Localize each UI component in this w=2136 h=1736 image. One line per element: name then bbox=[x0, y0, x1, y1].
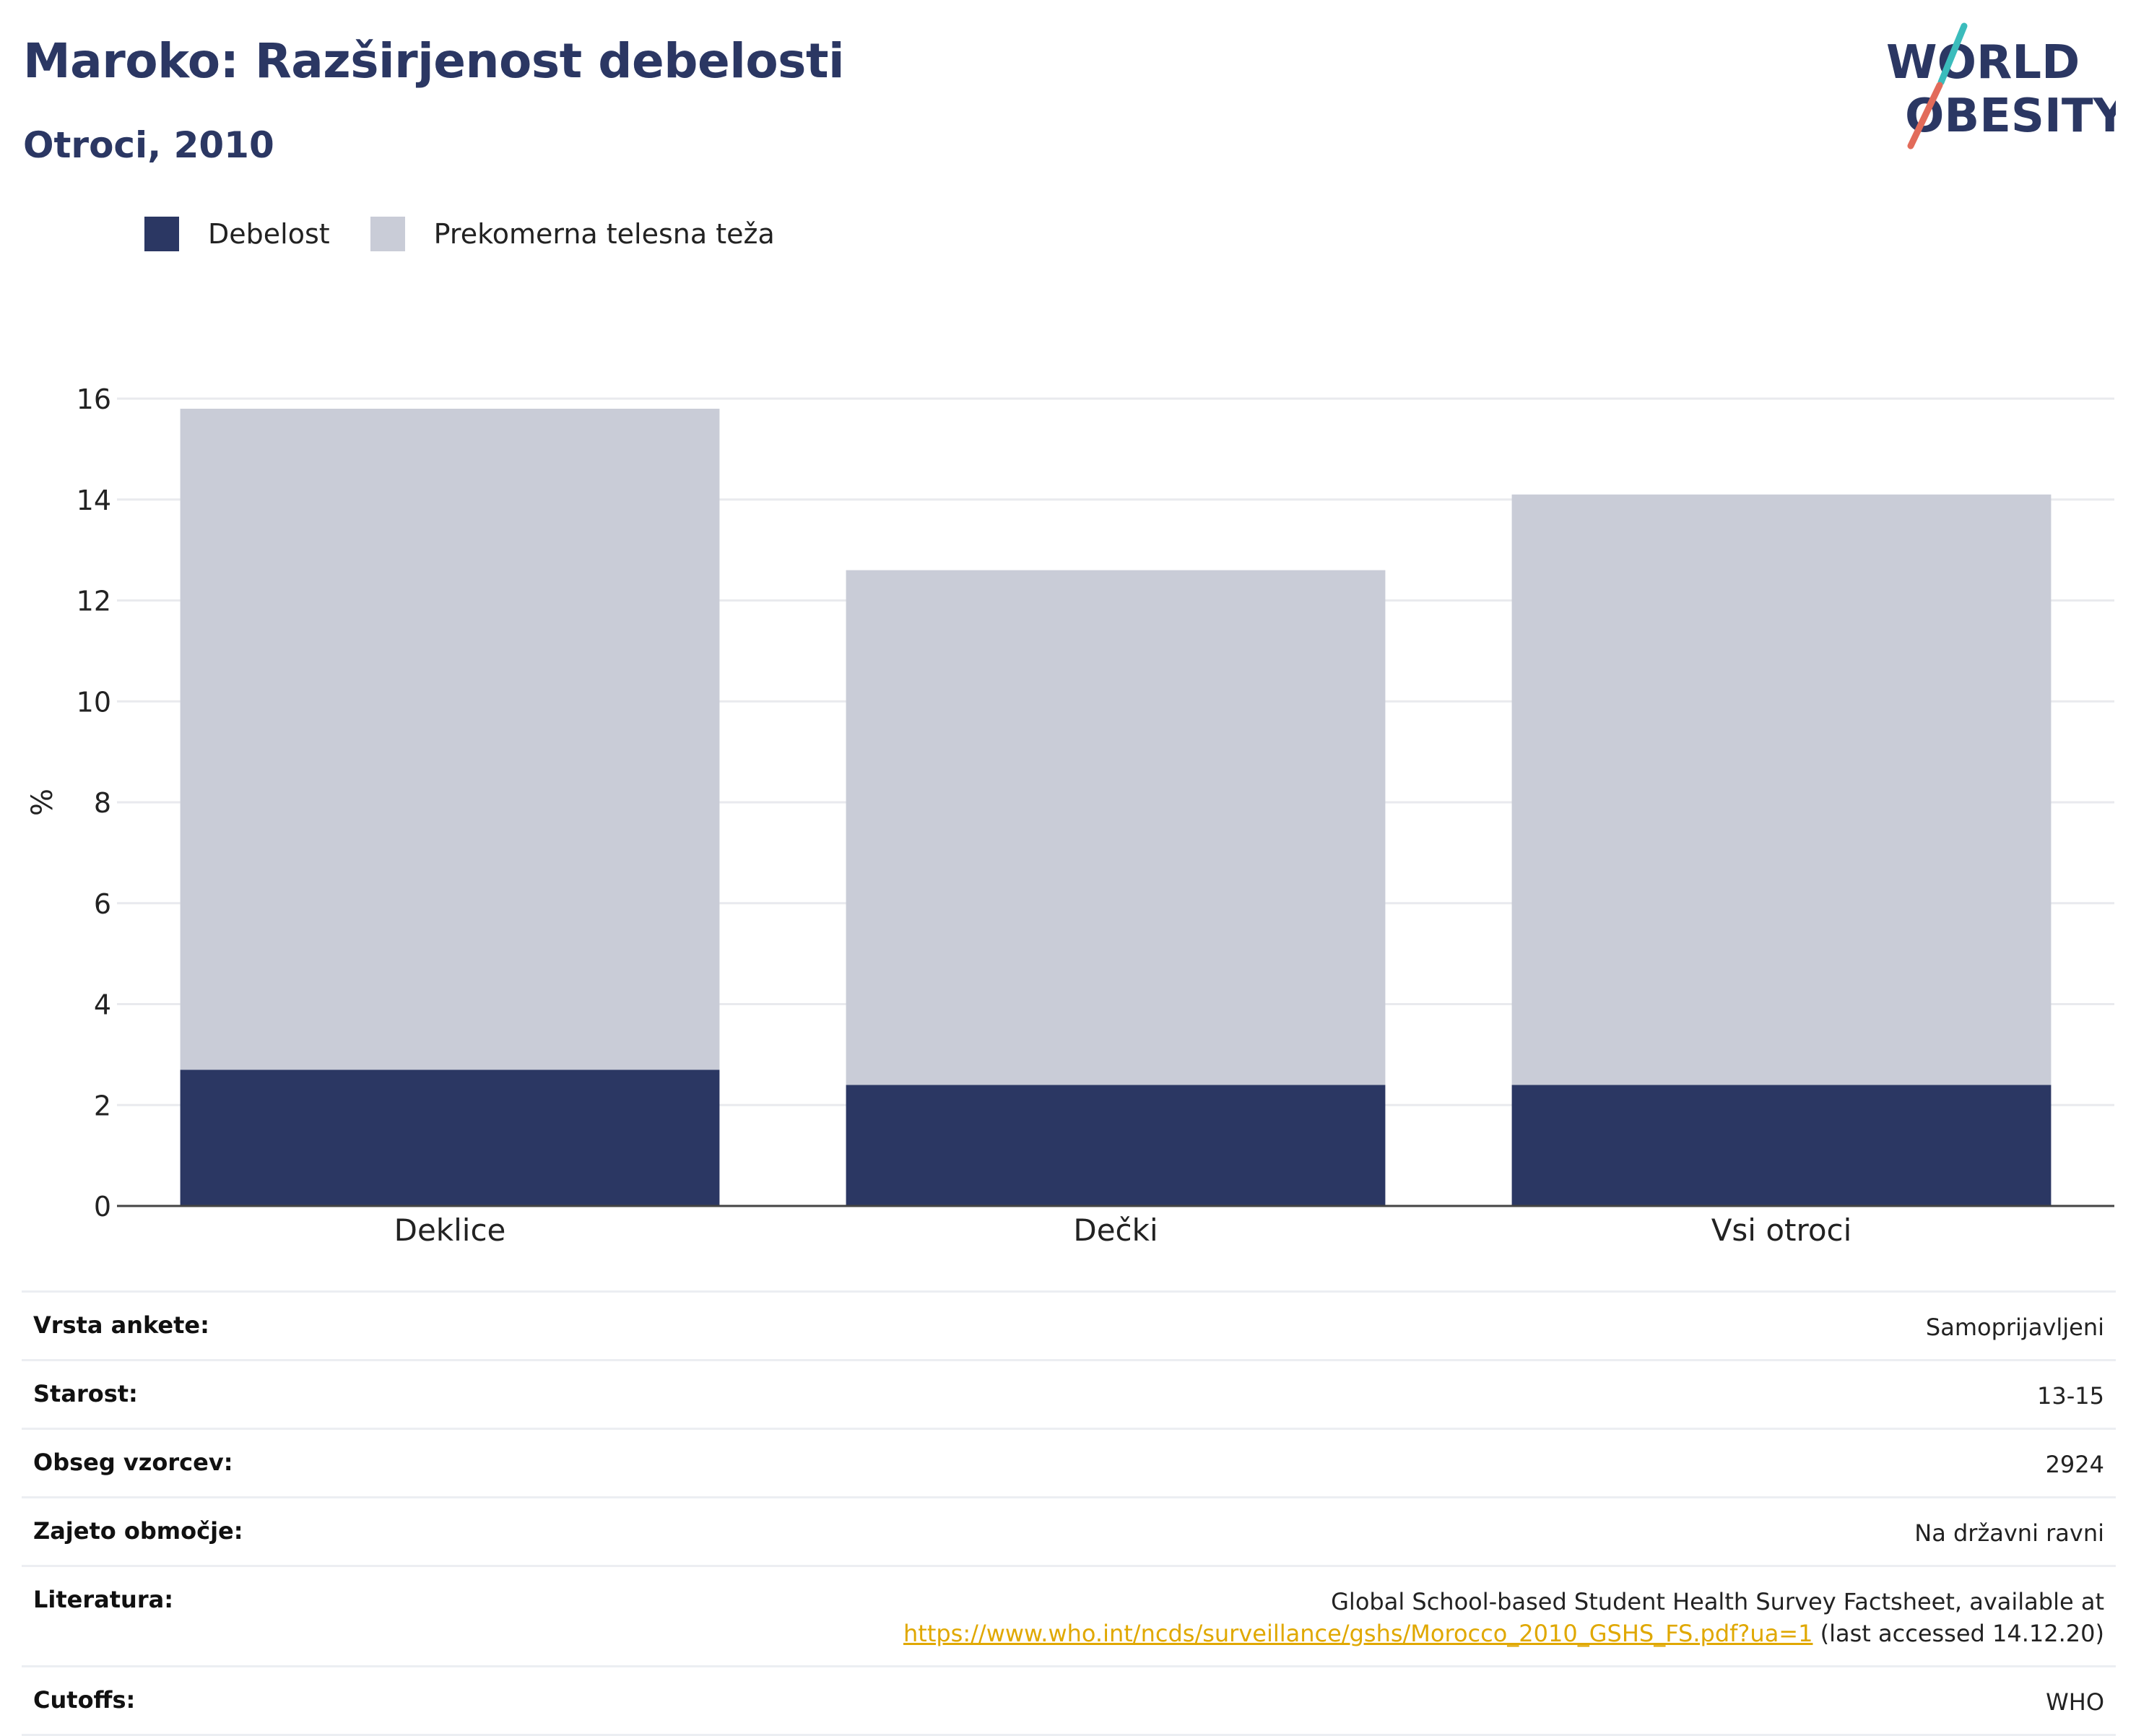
legend-item-obesity[interactable]: Debelost bbox=[144, 217, 330, 251]
logo-slash-coral bbox=[1907, 82, 1943, 149]
bar-overweight-2 bbox=[1511, 494, 2052, 1085]
info-label: Zajeto območje: bbox=[33, 1517, 243, 1545]
bar-overweight-0 bbox=[180, 408, 720, 1070]
bar-overweight-1 bbox=[846, 570, 1386, 1085]
info-value: WHO bbox=[2046, 1688, 2104, 1716]
logo-line-2: OBESITY bbox=[1905, 90, 2116, 143]
world-obesity-logo: WORLD OBESITY bbox=[1886, 22, 2116, 149]
info-label: Starost: bbox=[33, 1380, 138, 1407]
y-tick-label: 8 bbox=[94, 787, 111, 819]
info-value: 2924 bbox=[2045, 1451, 2104, 1478]
y-axis-label: % bbox=[26, 789, 59, 816]
legend-label-overweight: Prekomerna telesna teža bbox=[433, 218, 775, 250]
chart-subtitle: Otroci, 2010 bbox=[23, 124, 274, 166]
bar-obesity-1 bbox=[846, 1085, 1386, 1206]
info-label: Literatura: bbox=[33, 1586, 173, 1613]
bar-obesity-2 bbox=[1511, 1085, 2052, 1206]
info-row-literature: Literatura: Global School-based Student … bbox=[22, 1565, 2116, 1665]
y-tick-label: 4 bbox=[94, 989, 111, 1021]
x-tick-label: Vsi otroci bbox=[1711, 1212, 1852, 1248]
info-row-area: Zajeto območje: Na državni ravni bbox=[22, 1496, 2116, 1565]
literature-link[interactable]: https://www.who.int/ncds/surveillance/gs… bbox=[903, 1620, 1813, 1647]
legend-item-overweight[interactable]: Prekomerna telesna teža bbox=[370, 217, 775, 251]
info-label: Cutoffs: bbox=[33, 1686, 136, 1714]
info-row-sample-size: Obseg vzorcev: 2924 bbox=[22, 1428, 2116, 1496]
logo-slash-teal bbox=[1937, 22, 1968, 86]
info-row-survey-type: Vrsta ankete: Samoprijavljeni bbox=[22, 1290, 2116, 1359]
y-tick-label: 2 bbox=[94, 1090, 111, 1121]
y-tick-label: 12 bbox=[77, 586, 111, 617]
info-value: Samoprijavljeni bbox=[1925, 1314, 2104, 1341]
stacked-bar-chart: 0 2 4 6 8 10 12 14 16% Deklice Dečki Vsi otroci bbox=[26, 383, 2114, 1248]
y-tick-label: 10 bbox=[77, 686, 111, 718]
legend-swatch-overweight bbox=[370, 217, 405, 251]
info-label: Vrsta ankete: bbox=[33, 1311, 209, 1339]
info-value: Na državni ravni bbox=[1914, 1519, 2104, 1547]
bar-obesity-0 bbox=[180, 1069, 720, 1206]
info-row-cutoffs: Cutoffs: WHO bbox=[22, 1665, 2116, 1736]
x-tick-label: Deklice bbox=[394, 1212, 506, 1248]
survey-info-table: Vrsta ankete: Samoprijavljeni Starost: 1… bbox=[22, 1290, 2116, 1736]
info-label: Obseg vzorcev: bbox=[33, 1449, 233, 1476]
y-tick-label: 14 bbox=[77, 485, 111, 516]
info-value-literature: Global School-based Student Health Surve… bbox=[903, 1586, 2104, 1649]
y-tick-label: 0 bbox=[94, 1191, 111, 1223]
literature-accessed: (last accessed 14.12.20) bbox=[1820, 1620, 2104, 1647]
chart-legend: Debelost Prekomerna telesna teža bbox=[144, 215, 815, 253]
legend-label-obesity: Debelost bbox=[208, 218, 330, 250]
logo-line-1: WORLD bbox=[1886, 36, 2080, 90]
y-tick-label: 16 bbox=[77, 383, 111, 415]
info-value: 13-15 bbox=[2037, 1382, 2104, 1410]
chart-title: Maroko: Razširjenost debelosti bbox=[23, 33, 845, 89]
literature-text: Global School-based Student Health Surve… bbox=[1331, 1588, 2104, 1615]
legend-swatch-obesity bbox=[144, 217, 179, 251]
x-tick-label: Dečki bbox=[1073, 1212, 1158, 1248]
info-row-age: Starost: 13-15 bbox=[22, 1359, 2116, 1428]
y-tick-label: 6 bbox=[94, 888, 111, 920]
